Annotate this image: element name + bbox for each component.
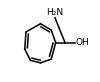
Text: OH: OH: [75, 38, 89, 47]
Text: H₂N: H₂N: [46, 8, 64, 17]
